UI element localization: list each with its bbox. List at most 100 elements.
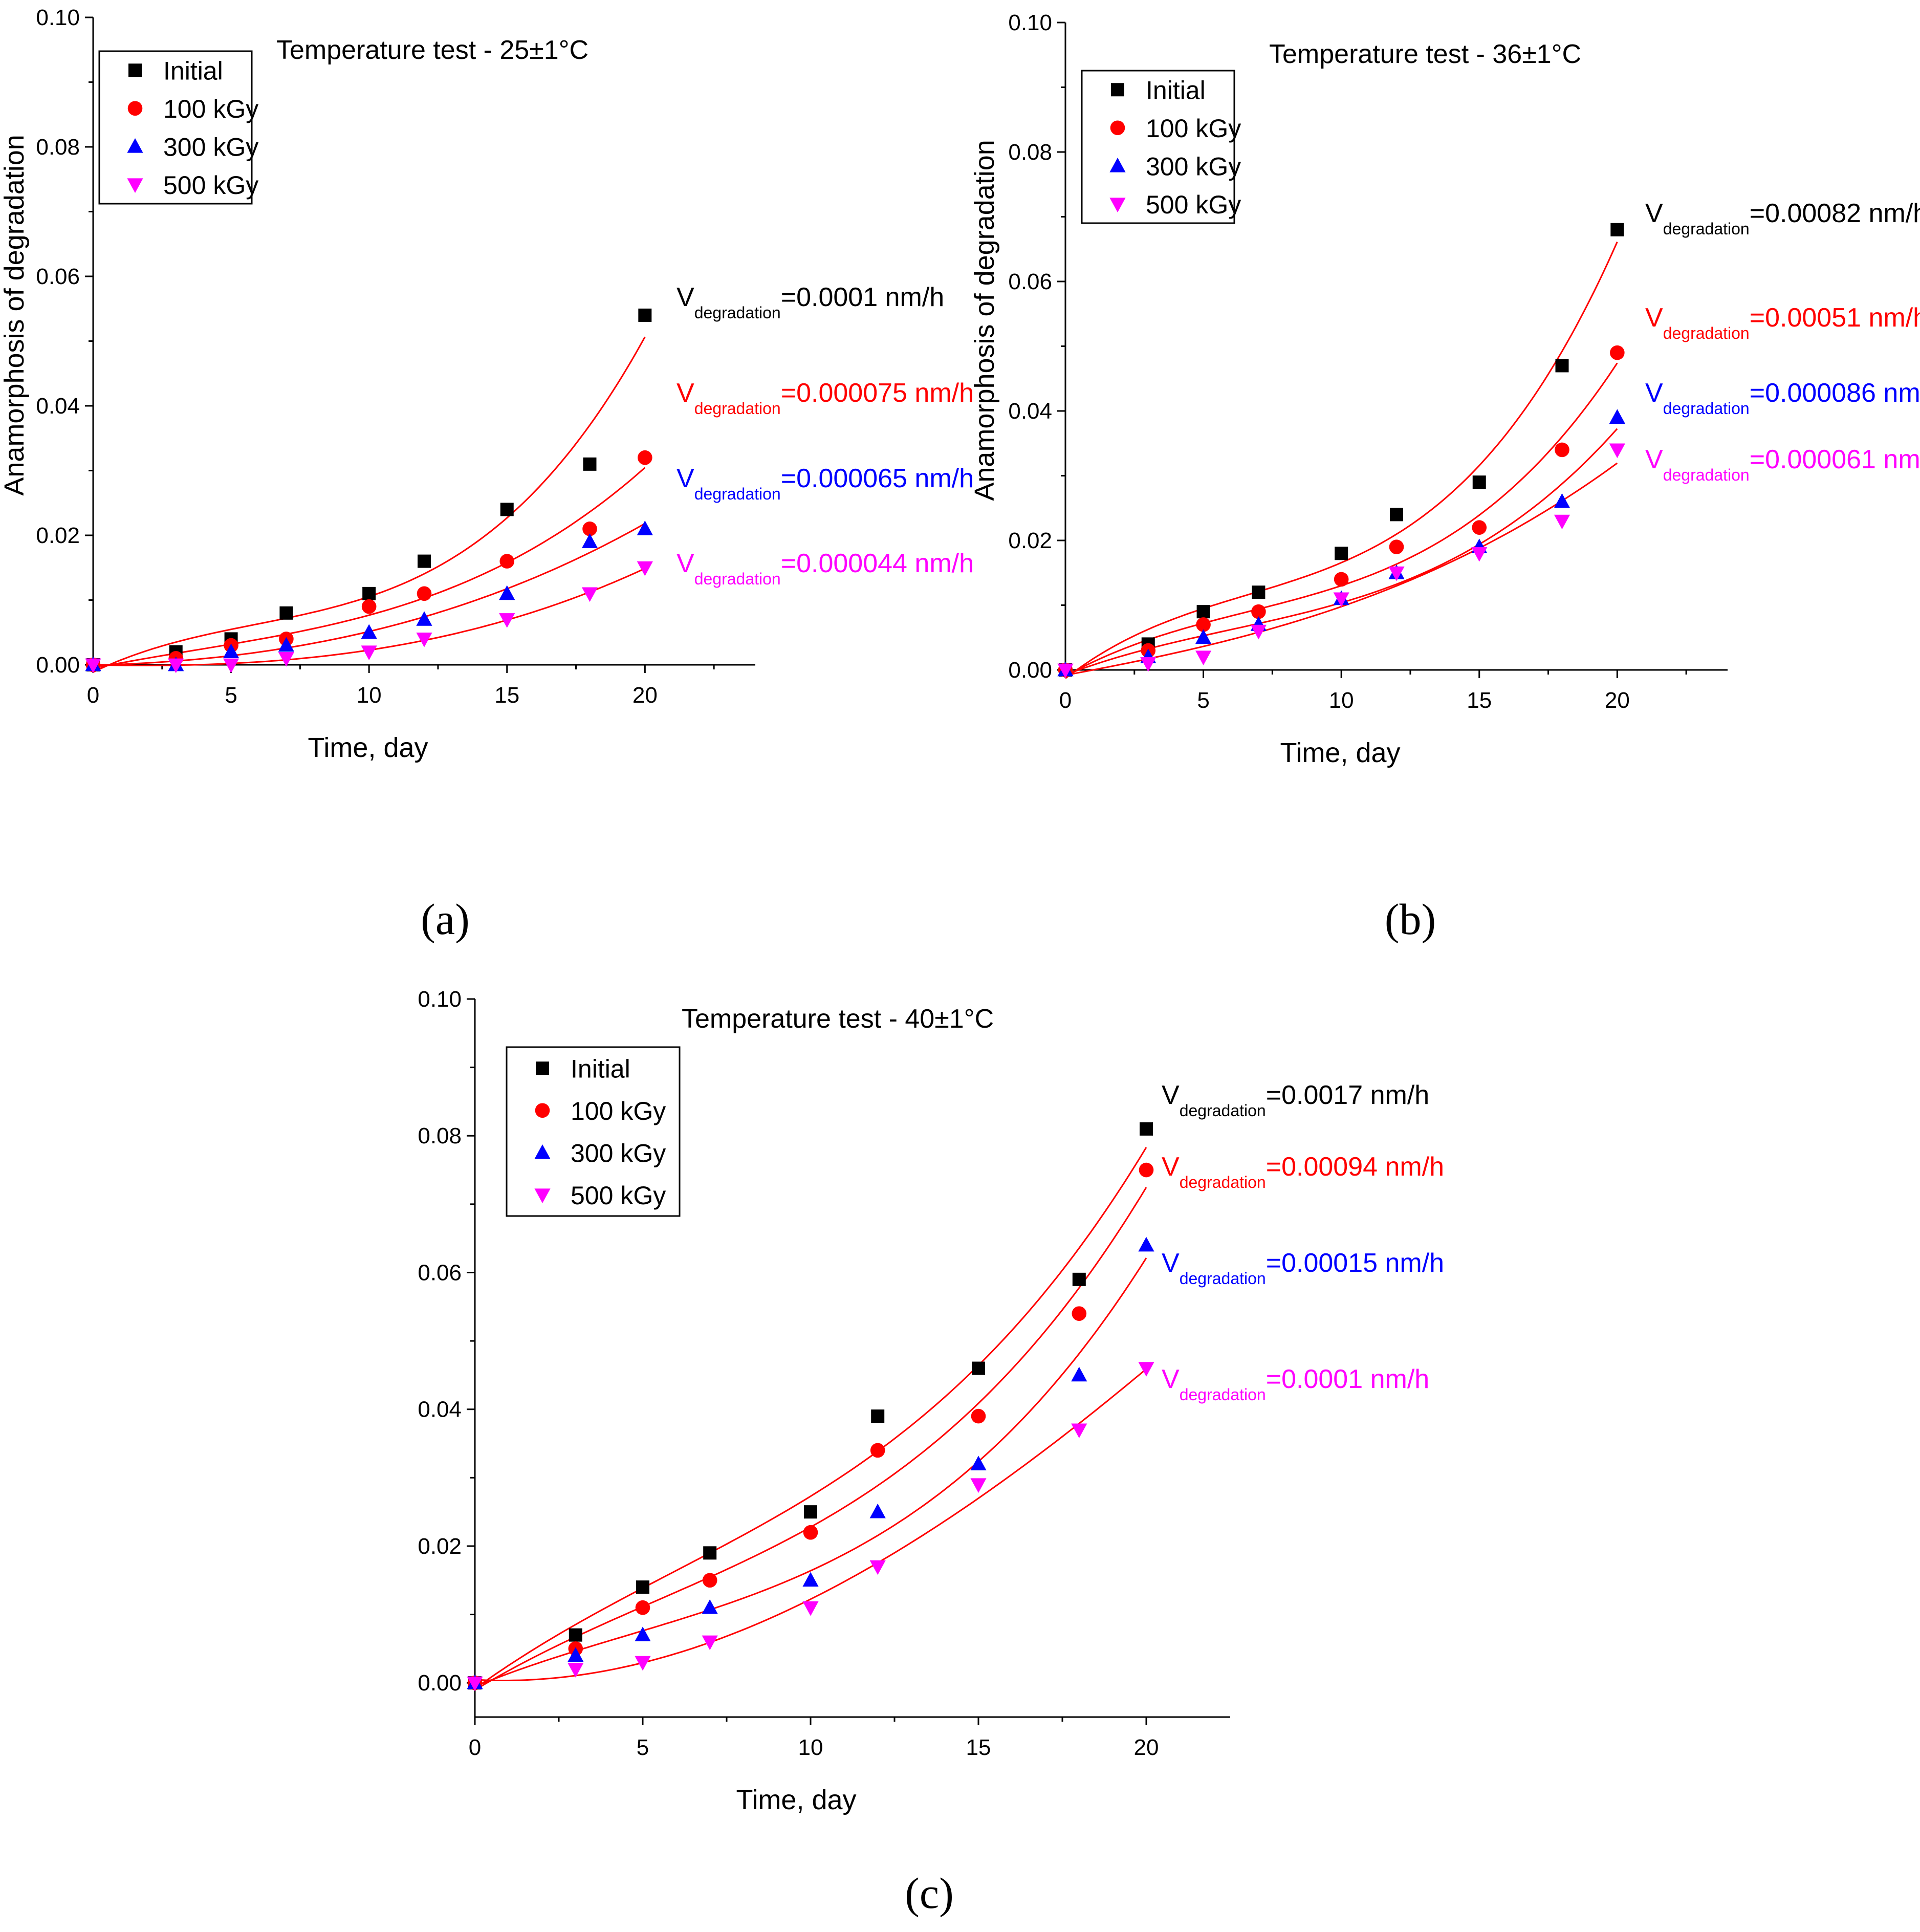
data-point-500-kgy (1554, 514, 1570, 530)
data-point-initial (418, 554, 431, 568)
y-tick-label: 0.08 (418, 1123, 462, 1148)
data-point-500-kgy (1250, 624, 1267, 640)
data-point-initial (972, 1361, 985, 1375)
degradation-rate-annotation: Vdegradation=0.0017 nm/h (1162, 1080, 1429, 1120)
panel-caption: (c) (905, 1869, 953, 1918)
degradation-rate-annotation: Vdegradation=0.000061 nm/h (1645, 445, 1920, 484)
data-point-initial (500, 503, 514, 516)
x-tick-label: 15 (1467, 688, 1492, 713)
legend-box (98, 50, 253, 205)
degradation-rate-annotation: Vdegradation=0.00094 nm/h (1162, 1152, 1444, 1191)
legend-label: 500 kGy (571, 1181, 666, 1210)
x-tick-label: 10 (1329, 688, 1354, 713)
chart-title: Temperature test - 25±1°C (276, 35, 588, 65)
fit-line-initial (1065, 241, 1618, 679)
legend-label: 100 kGy (571, 1097, 666, 1125)
data-point-300-kgy (223, 643, 239, 659)
data-point-initial (703, 1546, 717, 1560)
x-axis-label: Time, day (1280, 737, 1400, 768)
data-point-initial (362, 587, 376, 600)
legend-label: 500 kGy (163, 171, 258, 200)
data-point-500-kgy (278, 652, 295, 667)
data-point-300-kgy (970, 1456, 987, 1470)
data-point-initial (636, 1580, 649, 1594)
data-point-300-kgy (568, 1647, 584, 1662)
degradation-rate-annotation: Vdegradation=0.0001 nm/h (1162, 1364, 1429, 1404)
panel-caption: (a) (421, 895, 469, 944)
data-point-500-kgy (168, 658, 184, 674)
data-point-initial (1140, 1122, 1153, 1136)
legend-marker (1110, 120, 1125, 136)
data-point-100-kgy (702, 1573, 717, 1588)
data-point-initial (279, 606, 293, 620)
data-point-500-kgy (1071, 1423, 1087, 1439)
data-point-500-kgy (635, 1656, 651, 1671)
data-point-initial (1610, 223, 1624, 236)
x-tick-label: 20 (1605, 688, 1630, 713)
y-tick-label: 0.06 (418, 1260, 462, 1285)
data-point-initial (1555, 359, 1569, 373)
degradation-rate-annotation: Vdegradation=0.00051 nm/h (1645, 303, 1920, 342)
legend-label: 100 kGy (163, 95, 258, 123)
data-point-initial (569, 1628, 582, 1642)
degradation-rate-annotation: Vdegradation=0.000065 nm/h (677, 464, 974, 503)
chart-panel-1: 0.00 0.02 0.04 0.06 0.08 0.10 0 5 10 15 20 Time, da… (0, 5, 974, 944)
legend-marker (534, 1188, 551, 1203)
data-point-100-kgy (1472, 520, 1487, 535)
legend-label: Initial (1146, 76, 1206, 104)
y-tick-label: 0.02 (36, 523, 80, 548)
data-point-500-kgy (802, 1601, 819, 1616)
data-point-initial (1335, 547, 1348, 560)
data-point-300-kgy (361, 624, 377, 639)
data-point-initial (1196, 605, 1210, 619)
data-point-500-kgy (361, 645, 377, 660)
data-point-500-kgy (1609, 443, 1625, 459)
data-point-500-kgy (85, 658, 101, 674)
x-tick-label: 5 (225, 683, 237, 708)
data-point-initial (1472, 475, 1486, 489)
data-point-initial (638, 308, 652, 322)
data-point-500-kgy (1388, 566, 1405, 581)
fit-line-initial (93, 336, 646, 673)
y-tick-label: 0.08 (1008, 140, 1052, 165)
x-tick-label: 5 (637, 1735, 649, 1760)
data-point-500-kgy (869, 1560, 886, 1575)
data-point-100-kgy (417, 586, 432, 601)
y-tick-label: 0.10 (418, 987, 462, 1012)
data-point-initial (1072, 1272, 1086, 1286)
data-point-100-kgy (1072, 1306, 1087, 1321)
data-point-initial (583, 457, 597, 471)
y-tick-label: 0.10 (1008, 10, 1052, 35)
chart-panel-3: 0.00 0.02 0.04 0.06 0.08 0.10 0 5 10 15 20 Time, da… (418, 987, 1444, 1918)
y-tick-label: 0.04 (1008, 399, 1052, 424)
data-point-300-kgy (637, 520, 653, 535)
data-point-100-kgy (582, 522, 597, 536)
data-point-300-kgy (869, 1503, 886, 1518)
panel-caption: (b) (1385, 895, 1436, 944)
data-point-300-kgy (416, 611, 432, 626)
legend-label: 100 kGy (1146, 114, 1241, 143)
data-point-300-kgy (1071, 1366, 1087, 1382)
x-tick-label: 10 (798, 1735, 823, 1760)
degradation-rate-annotation: Vdegradation=0.00015 nm/h (1162, 1248, 1444, 1288)
chart-panel-2: 0.00 0.02 0.04 0.06 0.08 0.10 0 5 10 15 20 Time, da… (969, 10, 1920, 944)
y-tick-label: 0.02 (1008, 528, 1052, 553)
data-point-300-kgy (1195, 629, 1212, 644)
legend-marker (534, 1144, 551, 1159)
data-point-500-kgy (970, 1478, 987, 1493)
data-point-500-kgy (1138, 1362, 1154, 1377)
data-point-500-kgy (1140, 657, 1157, 672)
y-tick-label: 0.10 (36, 5, 80, 30)
data-point-100-kgy (1610, 345, 1625, 360)
legend-box (506, 1046, 681, 1217)
data-point-100-kgy (1139, 1162, 1154, 1178)
data-point-500-kgy (702, 1635, 718, 1651)
data-point-500-kgy (416, 633, 432, 647)
y-tick-label: 0.08 (36, 135, 80, 160)
data-point-100-kgy (1555, 442, 1569, 458)
data-point-300-kgy (702, 1599, 718, 1614)
y-tick-label: 0.06 (36, 264, 80, 289)
x-tick-label: 10 (357, 683, 382, 708)
